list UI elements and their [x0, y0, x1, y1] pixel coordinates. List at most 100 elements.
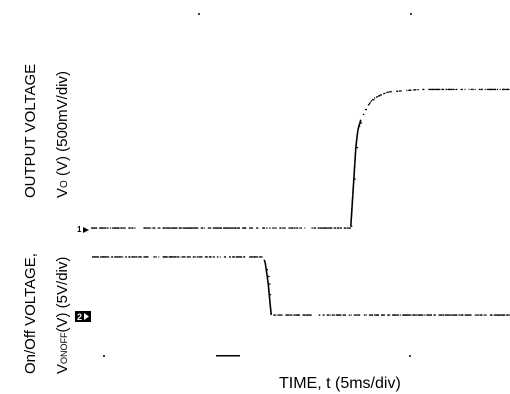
trace-2-point [223, 256, 226, 258]
trace-1-point [328, 227, 331, 229]
trace-2-point [249, 256, 251, 258]
trace-2-point [446, 314, 449, 316]
trace-1-point [409, 89, 411, 91]
trace-2-point [485, 314, 487, 316]
trace-1-point [478, 88, 481, 91]
trace-2-point [344, 314, 347, 316]
trace-1-point [143, 227, 145, 229]
trace-1-point [112, 227, 114, 229]
trace-1-point [455, 88, 458, 91]
trace-2-point [363, 314, 366, 316]
trace-2-point [251, 256, 252, 258]
graticule-tick [198, 13, 200, 15]
trace-1-point [215, 227, 218, 229]
trace-2-point [252, 256, 254, 258]
trace-2-point [409, 314, 411, 316]
trace-2-point [306, 314, 309, 316]
y-axis-label-output-prefix: V [54, 188, 71, 198]
trace-2-point [107, 256, 110, 258]
trace-1-point [445, 88, 448, 91]
trace-1-point [256, 227, 258, 229]
trace-2-point [196, 256, 199, 258]
trace-1-point [105, 227, 107, 229]
trace-2-point [475, 314, 478, 316]
trace-2-point [377, 314, 379, 316]
trace-2-point [491, 314, 493, 316]
trace-1-point [346, 227, 349, 229]
trace-1-point [230, 227, 232, 229]
trace-2-point [135, 256, 138, 258]
trace-2-point [205, 256, 208, 258]
trace-1-point [496, 88, 499, 91]
trace-1-point [238, 227, 240, 229]
trace-2-point [467, 314, 470, 316]
trace-2-point [388, 314, 391, 316]
trace-1-point [269, 227, 271, 229]
trace-1-point [239, 227, 240, 229]
trace-1-edge [353, 163, 356, 180]
trace-1-point [167, 227, 170, 229]
trace-1-point [351, 210, 353, 212]
trace-1-point [503, 88, 506, 91]
trace-1-point [148, 227, 150, 229]
trace-2-point [357, 314, 361, 316]
trace-2-point [139, 256, 141, 258]
trace-2-point [260, 256, 263, 258]
trace-1-point [438, 88, 440, 91]
trace-2-point [266, 269, 268, 271]
trace-1-point [237, 227, 239, 229]
trace-1-point [472, 88, 474, 91]
trace-2-point [200, 256, 203, 258]
trace-2-point [94, 256, 96, 258]
trace-2-point [289, 314, 291, 316]
trace-1-point [243, 227, 245, 229]
trace-2-point [461, 314, 464, 316]
y-axis-label-onoff-prefix: V [54, 364, 71, 374]
trace-1-point [291, 227, 293, 229]
channel-2-marker-label: 2 [77, 312, 82, 322]
trace-2-point [413, 314, 415, 316]
trace-2-point [342, 314, 345, 316]
trace-1-point [322, 227, 325, 229]
trace-2-point [343, 314, 345, 316]
trace-1-point [100, 227, 102, 229]
trace-2-point [95, 256, 97, 258]
trace-2-point [449, 314, 452, 316]
trace-1-point [249, 227, 252, 229]
trace-2-point [119, 256, 121, 258]
trace-1-point [325, 227, 327, 229]
trace-2-edge [269, 304, 273, 316]
trace-2-point [354, 314, 356, 316]
trace-2-point [407, 314, 409, 316]
trace-2-point [194, 256, 196, 258]
trace-1-point [327, 227, 329, 229]
trace-1-edge [350, 210, 353, 227]
trace-1-point [452, 88, 455, 91]
trace-1-point [376, 96, 378, 98]
x-axis-label: TIME, t (5ms/div) [279, 375, 401, 392]
trace-2-point [255, 256, 257, 258]
y-axis-label-onoff: On/Off VOLTAGE, [22, 253, 39, 374]
trace-2-point [387, 314, 389, 316]
trace-1-point [434, 88, 436, 91]
trace-1-point [173, 227, 176, 229]
trace-1-point [435, 88, 437, 91]
trace-2-point [327, 314, 330, 316]
y-axis-label-onoff-2: VONOFF(V) (5V/div) [54, 257, 71, 374]
graticule-tick [216, 355, 240, 357]
trace-2-point [503, 314, 505, 316]
trace-2-point [229, 256, 231, 258]
trace-2-point [169, 256, 172, 258]
trace-1-point [321, 227, 323, 229]
trace-1-point [168, 227, 170, 229]
trace-1-edge [357, 125, 360, 131]
trace-1-point [359, 122, 363, 124]
trace-2-point [396, 314, 397, 316]
trace-2-point [470, 314, 472, 316]
trace-2-point [426, 314, 428, 316]
trace-2-point [350, 314, 352, 316]
trace-1-point [431, 88, 433, 91]
trace-1-point [484, 88, 486, 91]
trace-1-edge [359, 119, 362, 124]
trace-1-point [223, 227, 227, 229]
